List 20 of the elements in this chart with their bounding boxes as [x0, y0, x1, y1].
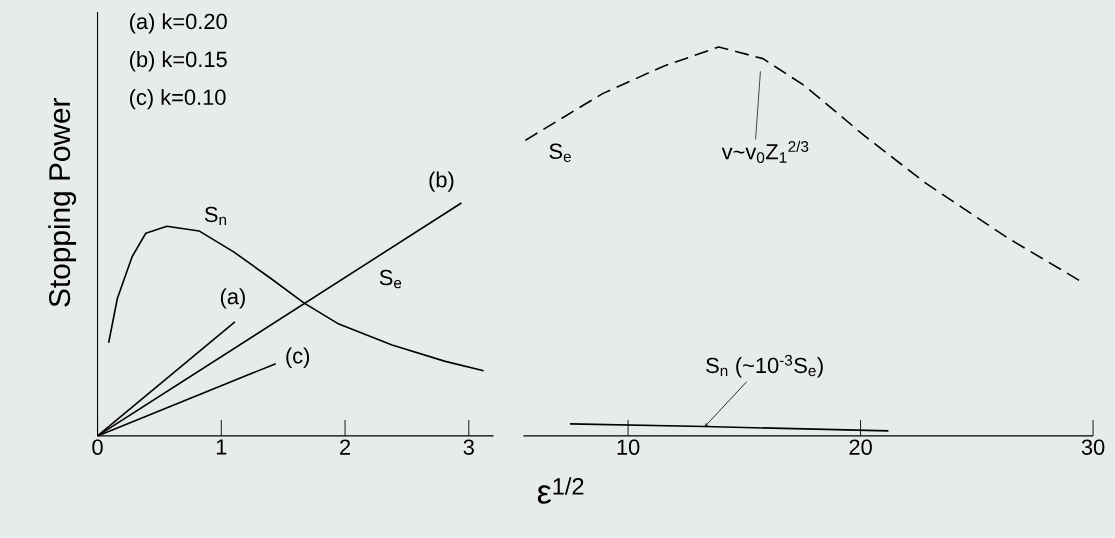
- text: (b) k=0.15: [130, 51, 227, 72]
- x-tick-label: 20: [849, 439, 872, 456]
- series-label: S$_{n}$: [204, 206, 227, 226]
- x-tick-label: 10: [617, 439, 640, 456]
- text: (a) k=0.20: [130, 13, 227, 34]
- text: (c) k=0.10: [130, 89, 226, 110]
- x-tick-label: 30: [1081, 439, 1105, 456]
- x-tick-label: 2: [340, 439, 351, 455]
- x-tick-label: 0: [92, 439, 103, 456]
- annotation: v~v$_{0}$Z$_{1}$2/3: [721, 140, 809, 164]
- text: S$_{n}$ (~10$^{-3}$S$_{e}$): [706, 354, 823, 378]
- series-label: (b): [429, 171, 454, 192]
- annotation: S$_{e}$: [379, 269, 402, 289]
- series-label: (a): [220, 288, 245, 309]
- x-axis-title: ε$^{1/2}$: [537, 477, 584, 504]
- x-tick-label: 1: [216, 439, 227, 455]
- y-axis-title: Stopping Power: [48, 98, 77, 307]
- x-tick-label: 3: [463, 439, 474, 456]
- series-label: S$_{e}$: [549, 143, 571, 163]
- series-label: (c): [286, 347, 310, 369]
